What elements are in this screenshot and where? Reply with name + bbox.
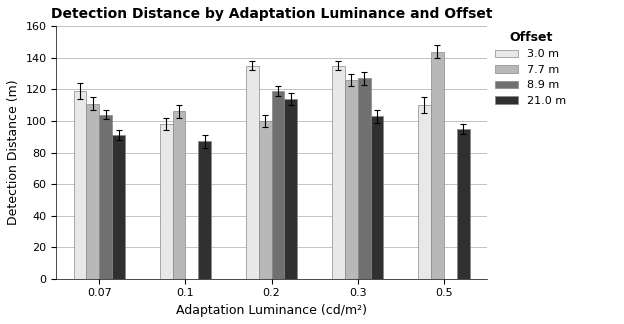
Bar xyxy=(99,115,112,279)
Bar xyxy=(87,104,99,279)
Bar xyxy=(371,116,383,279)
Title: Detection Distance by Adaptation Luminance and Offset: Detection Distance by Adaptation Luminan… xyxy=(51,7,492,21)
Bar xyxy=(457,129,469,279)
Legend: 3.0 m, 7.7 m, 8.9 m, 21.0 m: 3.0 m, 7.7 m, 8.9 m, 21.0 m xyxy=(491,26,570,110)
Bar xyxy=(285,99,298,279)
Y-axis label: Detection Distance (m): Detection Distance (m) xyxy=(7,80,20,225)
Bar xyxy=(198,142,212,279)
Bar xyxy=(74,91,87,279)
X-axis label: Adaptation Luminance (cd/m²): Adaptation Luminance (cd/m²) xyxy=(176,304,367,317)
Bar xyxy=(344,80,358,279)
Bar xyxy=(418,105,431,279)
Bar xyxy=(358,78,371,279)
Bar xyxy=(271,91,285,279)
Bar xyxy=(173,111,185,279)
Bar xyxy=(246,66,258,279)
Bar xyxy=(431,52,444,279)
Bar xyxy=(258,121,271,279)
Bar xyxy=(112,135,125,279)
Bar xyxy=(332,66,344,279)
Bar xyxy=(160,124,173,279)
